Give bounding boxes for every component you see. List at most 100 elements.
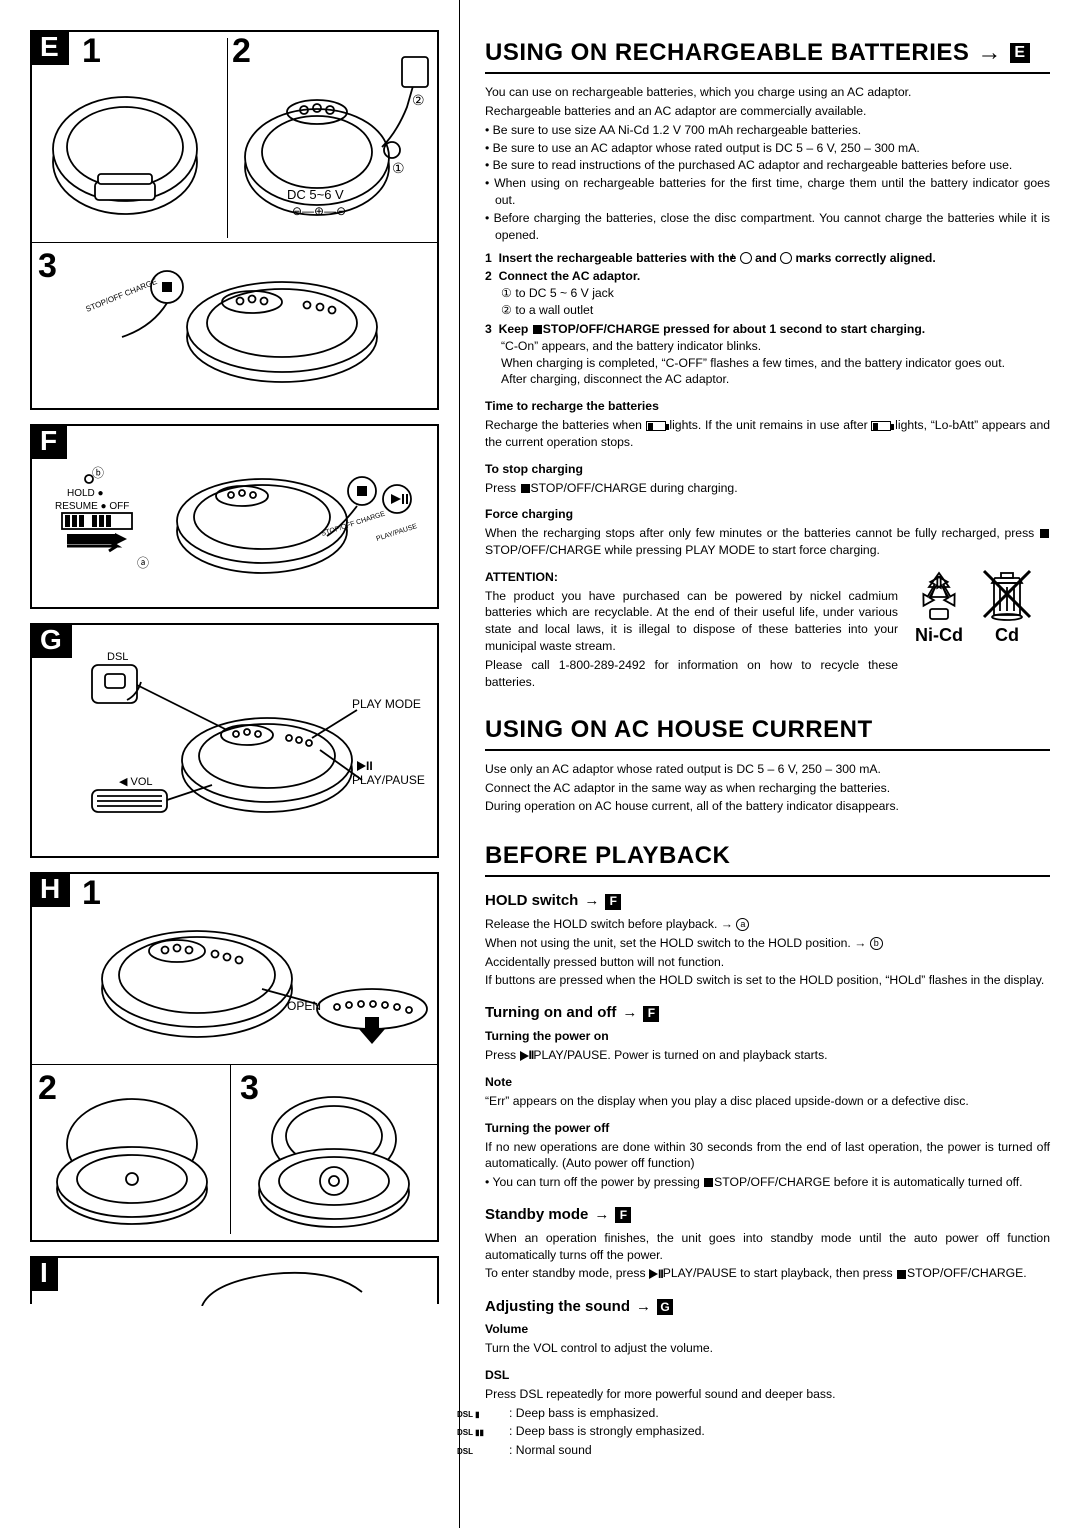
- svg-text:HOLD ●: HOLD ●: [67, 488, 104, 499]
- f-circ-b: ⓑ: [92, 464, 104, 481]
- s1-bullets: Be sure to use size AA Ni-Cd 1.2 V 700 m…: [485, 122, 1050, 244]
- on-p: Press IIPLAY/PAUSE. Power is turned on a…: [485, 1047, 1050, 1064]
- h-open: OPEN: [287, 999, 321, 1013]
- section-rechargeable-text: USING ON RECHARGEABLE BATTERIES: [485, 36, 969, 69]
- right-column: USING ON RECHARGEABLE BATTERIES → E You …: [460, 0, 1080, 1528]
- panel-f: F STOP/OFF CHARGE PLAY/PAUSE HOLD ● RESU…: [30, 424, 439, 609]
- s1-step2-2: ② to a wall outlet: [517, 302, 1050, 319]
- s1-step2-1: ① to DC 5 ~ 6 V jack: [517, 285, 1050, 302]
- dsl-2: DSL ▮▮: Deep bass is strongly emphasized…: [485, 1423, 1050, 1440]
- vol-h: Volume: [485, 1321, 1050, 1338]
- time-p: Recharge the batteries when lights. If t…: [485, 417, 1050, 451]
- off-b1: You can turn off the power by pressing S…: [485, 1174, 1050, 1191]
- diagram-h2: [40, 1084, 225, 1239]
- s1-step1: 1 Insert the rechargeable batteries with…: [485, 250, 1050, 267]
- off-h: Turning the power off: [485, 1120, 1050, 1137]
- panel-e-num-1: 1: [82, 32, 101, 71]
- s2-p3: During operation on AC house current, al…: [485, 798, 1050, 815]
- callout-1: ①: [392, 160, 405, 177]
- vol-p: Turn the VOL control to adjust the volum…: [485, 1340, 1050, 1357]
- section-ac-title: USING ON AC HOUSE CURRENT: [485, 713, 1050, 751]
- attn-p: The product you have purchased can be po…: [485, 588, 898, 655]
- turn-h: Turning on and off → F: [485, 1003, 1050, 1024]
- force-h: Force charging: [485, 506, 1050, 523]
- s1-b2: Be sure to use an AC adaptor whose rated…: [485, 140, 1050, 157]
- section-before-title: BEFORE PLAYBACK: [485, 839, 1050, 877]
- standby-p2: To enter standby mode, press IIPLAY/PAUS…: [485, 1265, 1050, 1282]
- callout-2: ②: [412, 92, 425, 109]
- nicd-label: Ni-Cd: [910, 623, 968, 648]
- dsl-3: DSL: Normal sound: [485, 1442, 1050, 1459]
- nicd-icon: [910, 565, 968, 623]
- panel-g: G DSL ◀ VOL: [30, 623, 439, 858]
- dc-symbols: ⊖—⊕—⊖: [292, 204, 346, 218]
- s2-p1: Use only an AC adaptor whose rated outpu…: [485, 761, 1050, 778]
- s1-intro2: Rechargeable batteries and an AC adaptor…: [485, 103, 1050, 120]
- attention-block: ATTENTION: The product you have purchase…: [485, 565, 1050, 693]
- s1-intro1: You can use on rechargeable batteries, w…: [485, 84, 1050, 101]
- panel-i: I: [30, 1256, 439, 1304]
- left-column: E 1 2 ②: [0, 0, 460, 1528]
- s1-step3: 3 Keep STOP/OFF/CHARGE pressed for about…: [485, 321, 1050, 388]
- diagram-h3: [242, 1084, 427, 1239]
- stop-h: To stop charging: [485, 461, 1050, 478]
- dsl-p: Press DSL repeatedly for more powerful s…: [485, 1386, 1050, 1403]
- time-h: Time to recharge the batteries: [485, 398, 1050, 415]
- f-circ-a: ⓐ: [137, 554, 149, 571]
- ref-badge-e: E: [1010, 43, 1030, 63]
- diagram-i: [182, 1262, 382, 1306]
- off-p1: If no new operations are done within 30 …: [485, 1139, 1050, 1173]
- attn-p2: Please call 1-800-289-2492 for informati…: [485, 657, 898, 691]
- s1-b1: Be sure to use size AA Ni-Cd 1.2 V 700 m…: [485, 122, 1050, 139]
- recycle-icons: Ni-Cd Cd: [910, 565, 1050, 648]
- hold-p1: Release the HOLD switch before playback.…: [485, 916, 1050, 933]
- ref-badge-f2: F: [643, 1006, 659, 1022]
- svg-text:STOP/OFF CHARGE: STOP/OFF CHARGE: [84, 277, 158, 314]
- diagram-g: DSL ◀ VOL: [37, 630, 437, 845]
- section-rechargeable-title: USING ON RECHARGEABLE BATTERIES → E: [485, 36, 1050, 74]
- standby-p1: When an operation finishes, the unit goe…: [485, 1230, 1050, 1264]
- force-p: When the recharging stops after only few…: [485, 525, 1050, 559]
- attn-h: ATTENTION:: [485, 569, 898, 586]
- s1-b5: Before charging the batteries, close the…: [485, 210, 1050, 244]
- stop-p: Press STOP/OFF/CHARGE during charging.: [485, 480, 1050, 497]
- svg-text:DSL: DSL: [107, 651, 128, 663]
- s1-b4: When using on rechargeable batteries for…: [485, 175, 1050, 209]
- note-h: Note: [485, 1074, 1050, 1091]
- panel-i-label: I: [30, 1256, 58, 1291]
- cd-label: Cd: [978, 623, 1036, 648]
- ref-badge-g: G: [657, 1299, 673, 1315]
- off-bullets: You can turn off the power by pressing S…: [485, 1174, 1050, 1191]
- s2-p2: Connect the AC adaptor in the same way a…: [485, 780, 1050, 797]
- s1-step2: 2 Connect the AC adaptor. ① to DC 5 ~ 6 …: [485, 268, 1050, 318]
- adj-h: Adjusting the sound → G: [485, 1297, 1050, 1318]
- svg-text:PLAY/PAUSE: PLAY/PAUSE: [375, 523, 418, 543]
- svg-text:RESUME ● OFF: RESUME ● OFF: [55, 501, 129, 512]
- svg-text:◀ VOL: ◀ VOL: [119, 776, 153, 788]
- g-playpause: PLAY/PAUSE: [352, 773, 425, 787]
- dc-label: DC 5~6 V: [287, 187, 344, 202]
- dsl-1: DSL ▮: Deep bass is emphasized.: [485, 1405, 1050, 1422]
- diagram-f: STOP/OFF CHARGE PLAY/PAUSE HOLD ● RESUME…: [37, 431, 437, 596]
- g-playmode: PLAY MODE: [352, 697, 421, 711]
- ref-badge-f1: F: [605, 894, 621, 910]
- section-ac-text: USING ON AC HOUSE CURRENT: [485, 713, 873, 746]
- diagram-h1: [37, 889, 437, 1059]
- ref-badge-f3: F: [615, 1207, 631, 1223]
- section-before-text: BEFORE PLAYBACK: [485, 839, 730, 872]
- note-p: “Err” appears on the display when you pl…: [485, 1093, 1050, 1110]
- cd-nobin-icon: [978, 565, 1036, 623]
- diagram-e3: STOP/OFF CHARGE: [52, 257, 432, 397]
- diagram-e1: [40, 67, 215, 242]
- on-h: Turning the power on: [485, 1028, 1050, 1045]
- hold-p2: When not using the unit, set the HOLD sw…: [485, 935, 1050, 952]
- standby-h: Standby mode → F: [485, 1205, 1050, 1226]
- dsl-h: DSL: [485, 1367, 1050, 1384]
- panel-e: E 1 2 ②: [30, 30, 439, 410]
- panel-h: H 1 OPEN 2 3: [30, 872, 439, 1242]
- g-playpause-icon: II: [357, 757, 373, 773]
- s1-b3: Be sure to read instructions of the purc…: [485, 157, 1050, 174]
- s1-steps: 1 Insert the rechargeable batteries with…: [485, 250, 1050, 389]
- hold-p4: If buttons are pressed when the HOLD swi…: [485, 972, 1050, 989]
- hold-h: HOLD switch → F: [485, 891, 1050, 912]
